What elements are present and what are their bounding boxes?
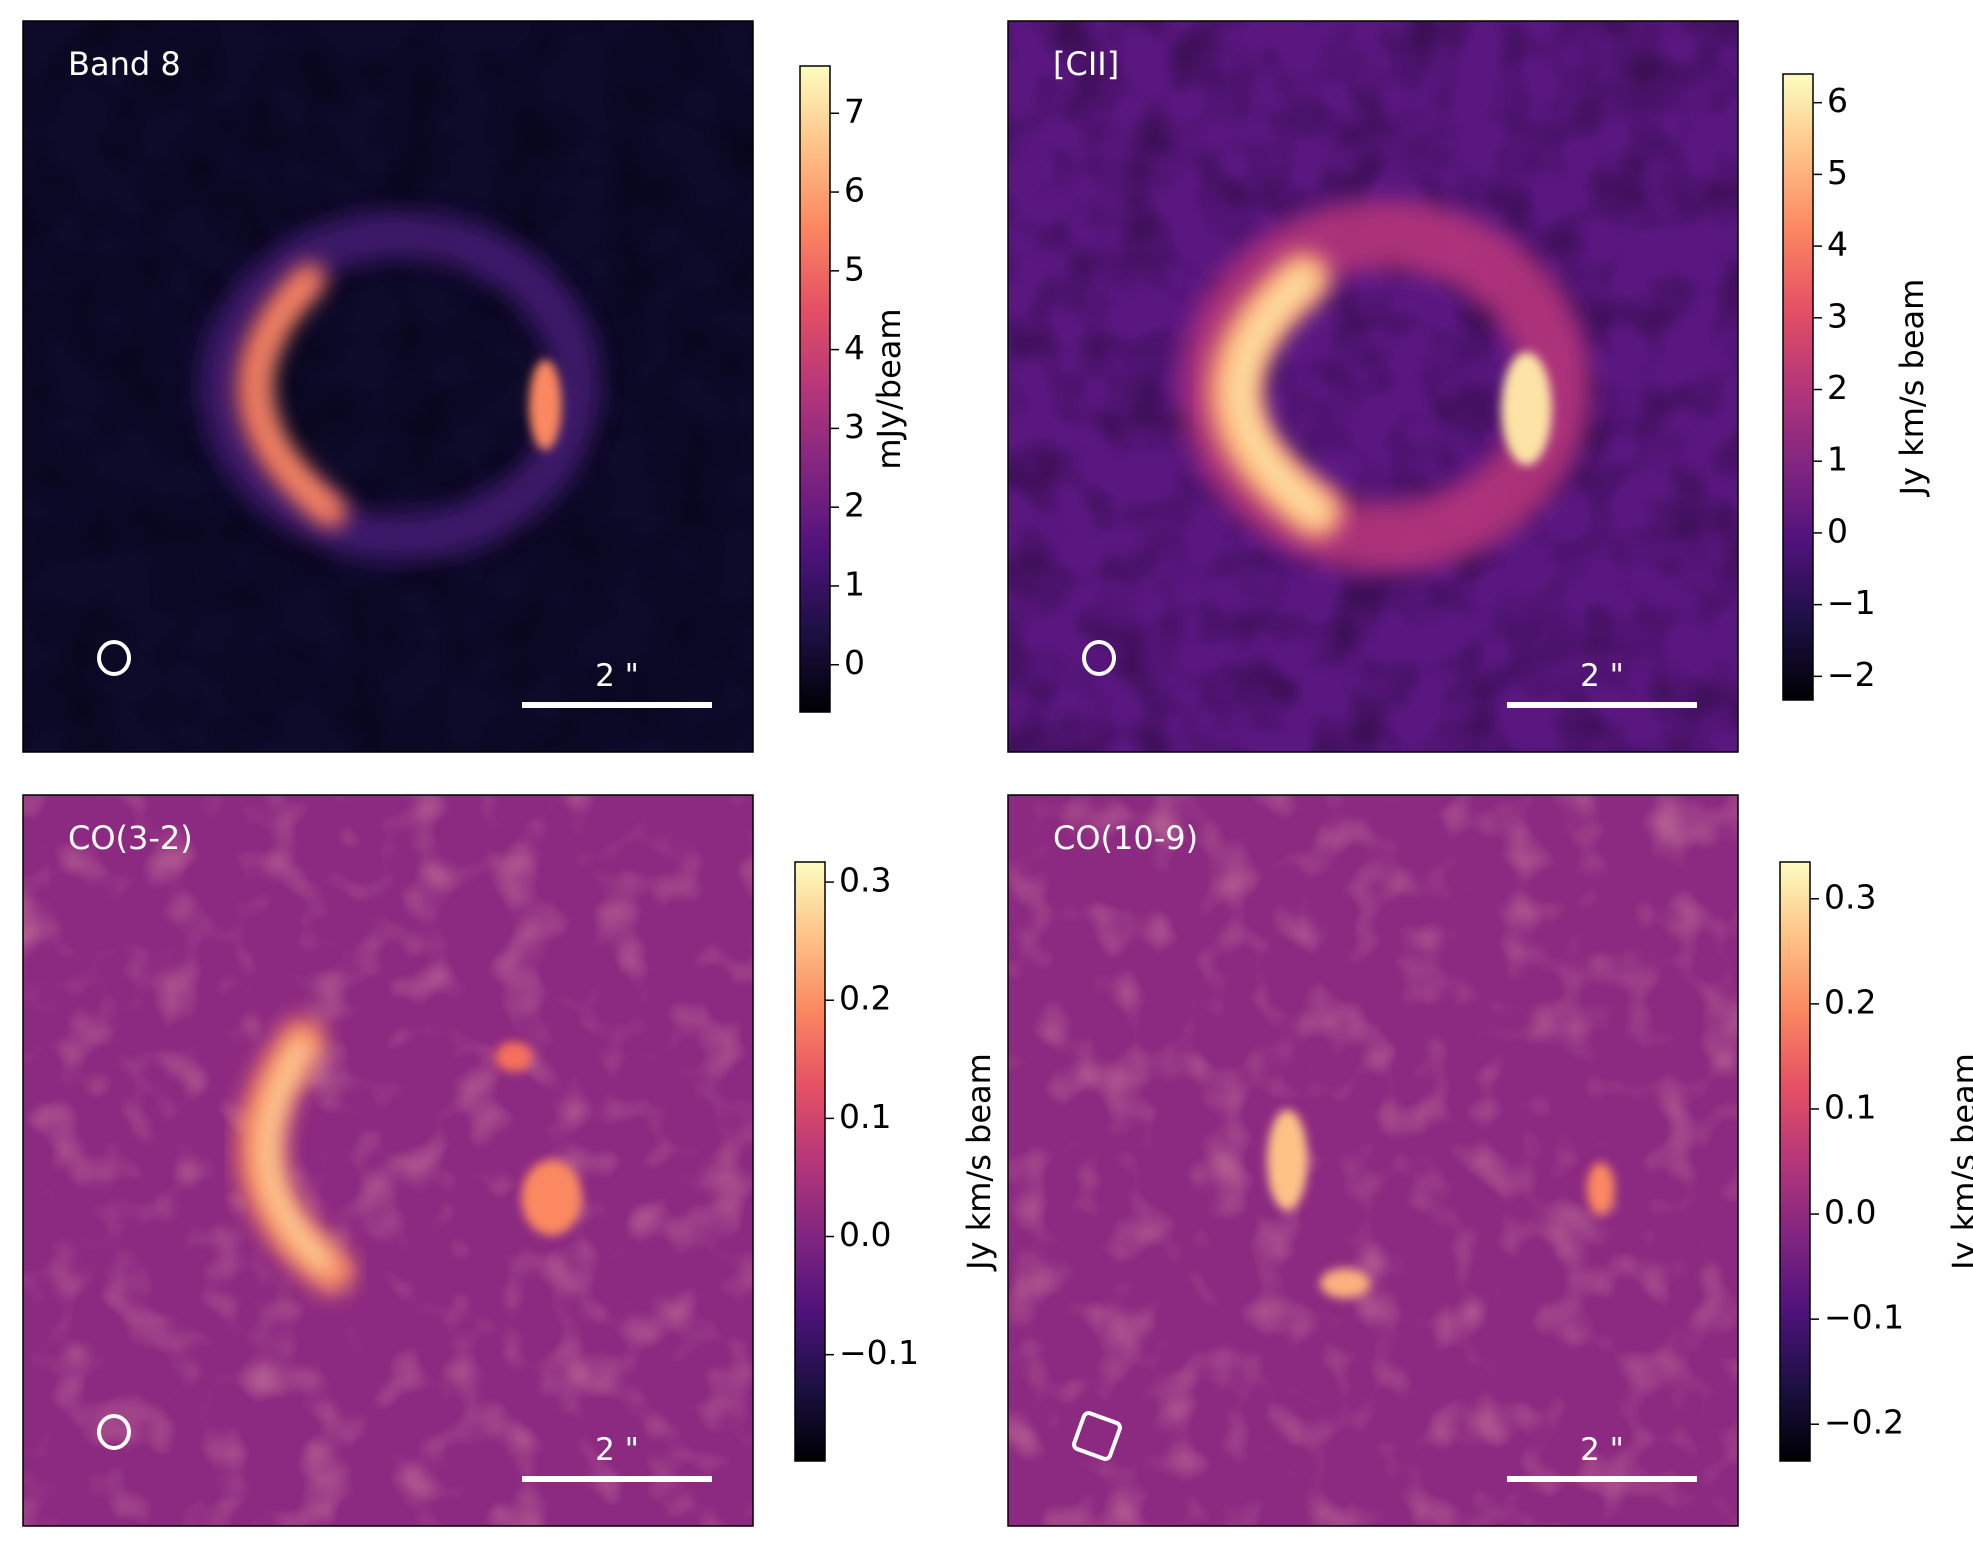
beam — [97, 1414, 131, 1450]
colorbar-tick-label: 0.0 — [1824, 1193, 1876, 1232]
image-texture — [23, 21, 753, 752]
colorbar-label: Jy km/s beam — [1893, 279, 1931, 498]
colorbar-tick-label: 7 — [844, 92, 865, 131]
colorbar-tick-label: −0.1 — [839, 1333, 919, 1372]
emission-blob — [1586, 1162, 1615, 1216]
emission-blob — [528, 359, 562, 451]
colorbar-tick-label: −0.2 — [1824, 1403, 1904, 1442]
image-texture — [1008, 21, 1738, 752]
scale-bar-label: 2 " — [595, 658, 639, 694]
panel-frame — [22, 794, 754, 1527]
colorbar-tick-label: −2 — [1827, 655, 1876, 694]
image-texture — [23, 795, 753, 1526]
panel-frame — [1007, 20, 1739, 753]
panel: 2 " Band 8 0 1 2 3 4 5 6 7 mJy/beam — [22, 20, 908, 753]
panel-title: Band 8 — [68, 45, 181, 83]
colorbar-tick-label: 6 — [844, 171, 865, 210]
colorbar-tick-label: 1 — [1827, 440, 1848, 479]
colorbar-tick-label: −0.1 — [1824, 1298, 1904, 1337]
emission-blob — [521, 1160, 582, 1236]
colorbar-tick-label: 5 — [1827, 153, 1848, 192]
colorbar-tick-label: 0.1 — [1824, 1087, 1876, 1126]
image-texture — [1008, 795, 1738, 1526]
colorbar-tick-label: 0.2 — [839, 979, 891, 1018]
colorbar — [799, 65, 831, 713]
colorbar — [794, 861, 826, 1462]
scale-bar-label: 2 " — [1580, 1432, 1624, 1468]
beam — [1072, 1411, 1122, 1461]
image — [1008, 795, 1738, 1526]
colorbar-tick-label: 1 — [844, 564, 865, 603]
colorbar-tick-label: 3 — [844, 407, 865, 446]
image — [23, 795, 753, 1526]
panel: 2 " CO(3-2) −0.1 0.0 0.1 0.2 0.3 Jy km/s beam — [22, 794, 998, 1527]
emission — [237, 1017, 582, 1294]
colorbar-tick-label: 2 — [1827, 368, 1848, 407]
colorbar-tick-label: 0.3 — [1824, 877, 1876, 916]
emission-ring — [200, 211, 601, 561]
emission-blob — [1267, 1109, 1308, 1211]
colorbar-tick-label: 0 — [844, 643, 865, 682]
colorbar-tick-label: 3 — [1827, 296, 1848, 335]
colorbar-tick-label: 6 — [1827, 81, 1848, 120]
colorbar-tick-label: 0.2 — [1824, 982, 1876, 1021]
colorbar-label: Jy km/s beam — [960, 1053, 998, 1272]
beam — [1082, 640, 1116, 676]
colorbar-tick-label: 0.3 — [839, 861, 891, 900]
scale-bar-label: 2 " — [1580, 658, 1624, 694]
colorbar-tick-label: 0 — [1827, 511, 1848, 550]
panel-title: [CII] — [1053, 45, 1119, 83]
emission-arc — [253, 272, 338, 519]
colorbar-tick-label: −1 — [1827, 583, 1876, 622]
emission — [200, 211, 601, 561]
emission-blob — [1320, 1268, 1371, 1299]
colorbar-tick-label: 5 — [844, 249, 865, 288]
emission — [1267, 1109, 1615, 1299]
emission — [1181, 200, 1591, 572]
colorbar — [1779, 861, 1811, 1462]
panel-frame — [1007, 794, 1739, 1527]
colorbar-label: Jy km/s beam — [1945, 1053, 1973, 1272]
scale-bar-label: 2 " — [595, 1432, 639, 1468]
emission-arc — [259, 1037, 334, 1273]
panel-frame — [22, 20, 754, 753]
colorbar-tick-label: 2 — [844, 486, 865, 525]
emission-blob — [494, 1041, 533, 1072]
image — [23, 21, 753, 752]
emission-arc — [1228, 266, 1329, 525]
panel-title: CO(10-9) — [1053, 819, 1198, 857]
emission-blob — [1501, 352, 1552, 466]
image — [1008, 21, 1738, 752]
panel: 2 " CO(10-9) −0.2 −0.1 0.0 0.1 0.2 0.3 Jy km/s b… — [1007, 794, 1973, 1527]
colorbar-tick-label: 4 — [1827, 225, 1848, 264]
panel-title: CO(3-2) — [68, 819, 193, 857]
beam — [97, 640, 131, 676]
colorbar-label: mJy/beam — [870, 308, 908, 469]
colorbar-tick-label: 0.1 — [839, 1097, 891, 1136]
colorbar-tick-label: 0.0 — [839, 1215, 891, 1254]
panel: 2 " [CII] −2 −1 0 1 2 3 4 5 6 Jy km/s beam — [1007, 20, 1931, 753]
colorbar-tick-label: 4 — [844, 328, 865, 367]
colorbar — [1782, 73, 1814, 701]
